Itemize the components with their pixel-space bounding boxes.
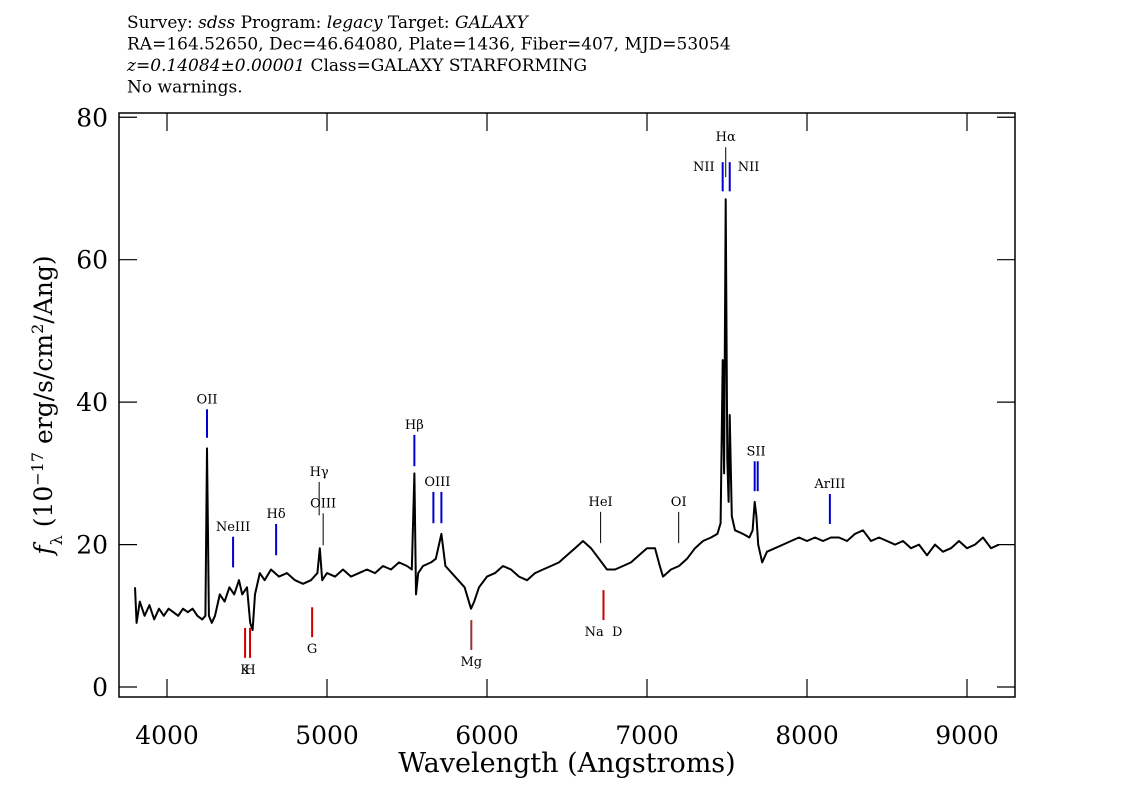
header-text: GALAXY <box>455 13 530 33</box>
line-label: ArIII <box>813 477 845 492</box>
line-label: OIII <box>310 496 336 511</box>
y-tick-label: 80 <box>76 103 108 132</box>
y-axis-label-part: /Ang) <box>29 255 58 323</box>
line-label: OI <box>671 495 687 510</box>
header-line: z=0.14084±0.00001 Class=GALAXY STARFORMI… <box>126 56 587 76</box>
header-text: sdss <box>198 13 235 33</box>
line-label: H <box>244 663 255 678</box>
header-text: Class=GALAXY STARFORMING <box>305 56 587 76</box>
line-label: Mg <box>460 655 482 670</box>
y-axis-label: fλ (10−17 erg/s/cm2/Ang) <box>28 255 66 556</box>
header-text: RA=164.52650, Dec=46.64080, Plate=1436, … <box>127 35 731 55</box>
header-text: legacy <box>327 13 383 33</box>
y-axis-label-part: −17 <box>28 452 47 486</box>
header-line: No warnings. <box>127 78 243 98</box>
y-axis-label-part: erg/s/cm <box>29 334 58 452</box>
y-axis-label-part: (10 <box>29 486 58 536</box>
y-axis-label-part: 2 <box>28 324 47 334</box>
line-label: G <box>307 642 317 657</box>
y-tick-label: 20 <box>76 531 108 560</box>
y-axis-label-part: λ <box>47 535 66 545</box>
x-tick-label: 8000 <box>775 721 839 750</box>
line-label: Hδ <box>267 507 286 522</box>
x-axis-label: Wavelength (Angstroms) <box>398 748 735 779</box>
line-label: K <box>240 663 250 678</box>
line-label: Hγ <box>310 465 329 480</box>
x-tick-label: 7000 <box>615 721 679 750</box>
line-label: NeIII <box>216 520 250 535</box>
x-tick-label: 5000 <box>295 721 359 750</box>
x-tick-label: 6000 <box>455 721 519 750</box>
header-text: z=0.14084±0.00001 <box>126 56 305 76</box>
line-label: SII <box>747 444 766 459</box>
line-label: HeI <box>589 495 613 510</box>
line-label: NII <box>738 160 760 175</box>
x-tick-label: 9000 <box>935 721 999 750</box>
line-label: Hβ <box>405 418 424 433</box>
plot-frame <box>118 112 1016 698</box>
line-label: OII <box>197 392 218 407</box>
spectrum-line <box>134 198 1000 632</box>
line-label: OIII <box>424 475 450 490</box>
y-tick-label: 0 <box>92 673 108 702</box>
y-tick-label: 60 <box>76 246 108 275</box>
header-text: Survey: <box>127 13 198 33</box>
y-axis-label-part: f <box>29 542 58 557</box>
line-label: Na D <box>585 625 623 640</box>
header-text: No warnings. <box>127 78 243 98</box>
header-text: Program: <box>235 13 327 33</box>
x-tick-label: 4000 <box>135 721 199 750</box>
header-line: RA=164.52650, Dec=46.64080, Plate=1436, … <box>127 35 731 55</box>
y-tick-label: 40 <box>76 388 108 417</box>
line-label: NII <box>693 160 715 175</box>
header-line: Survey: sdss Program: legacy Target: GAL… <box>127 13 530 33</box>
line-label: Hα <box>716 130 736 145</box>
header-text: Target: <box>382 13 455 33</box>
